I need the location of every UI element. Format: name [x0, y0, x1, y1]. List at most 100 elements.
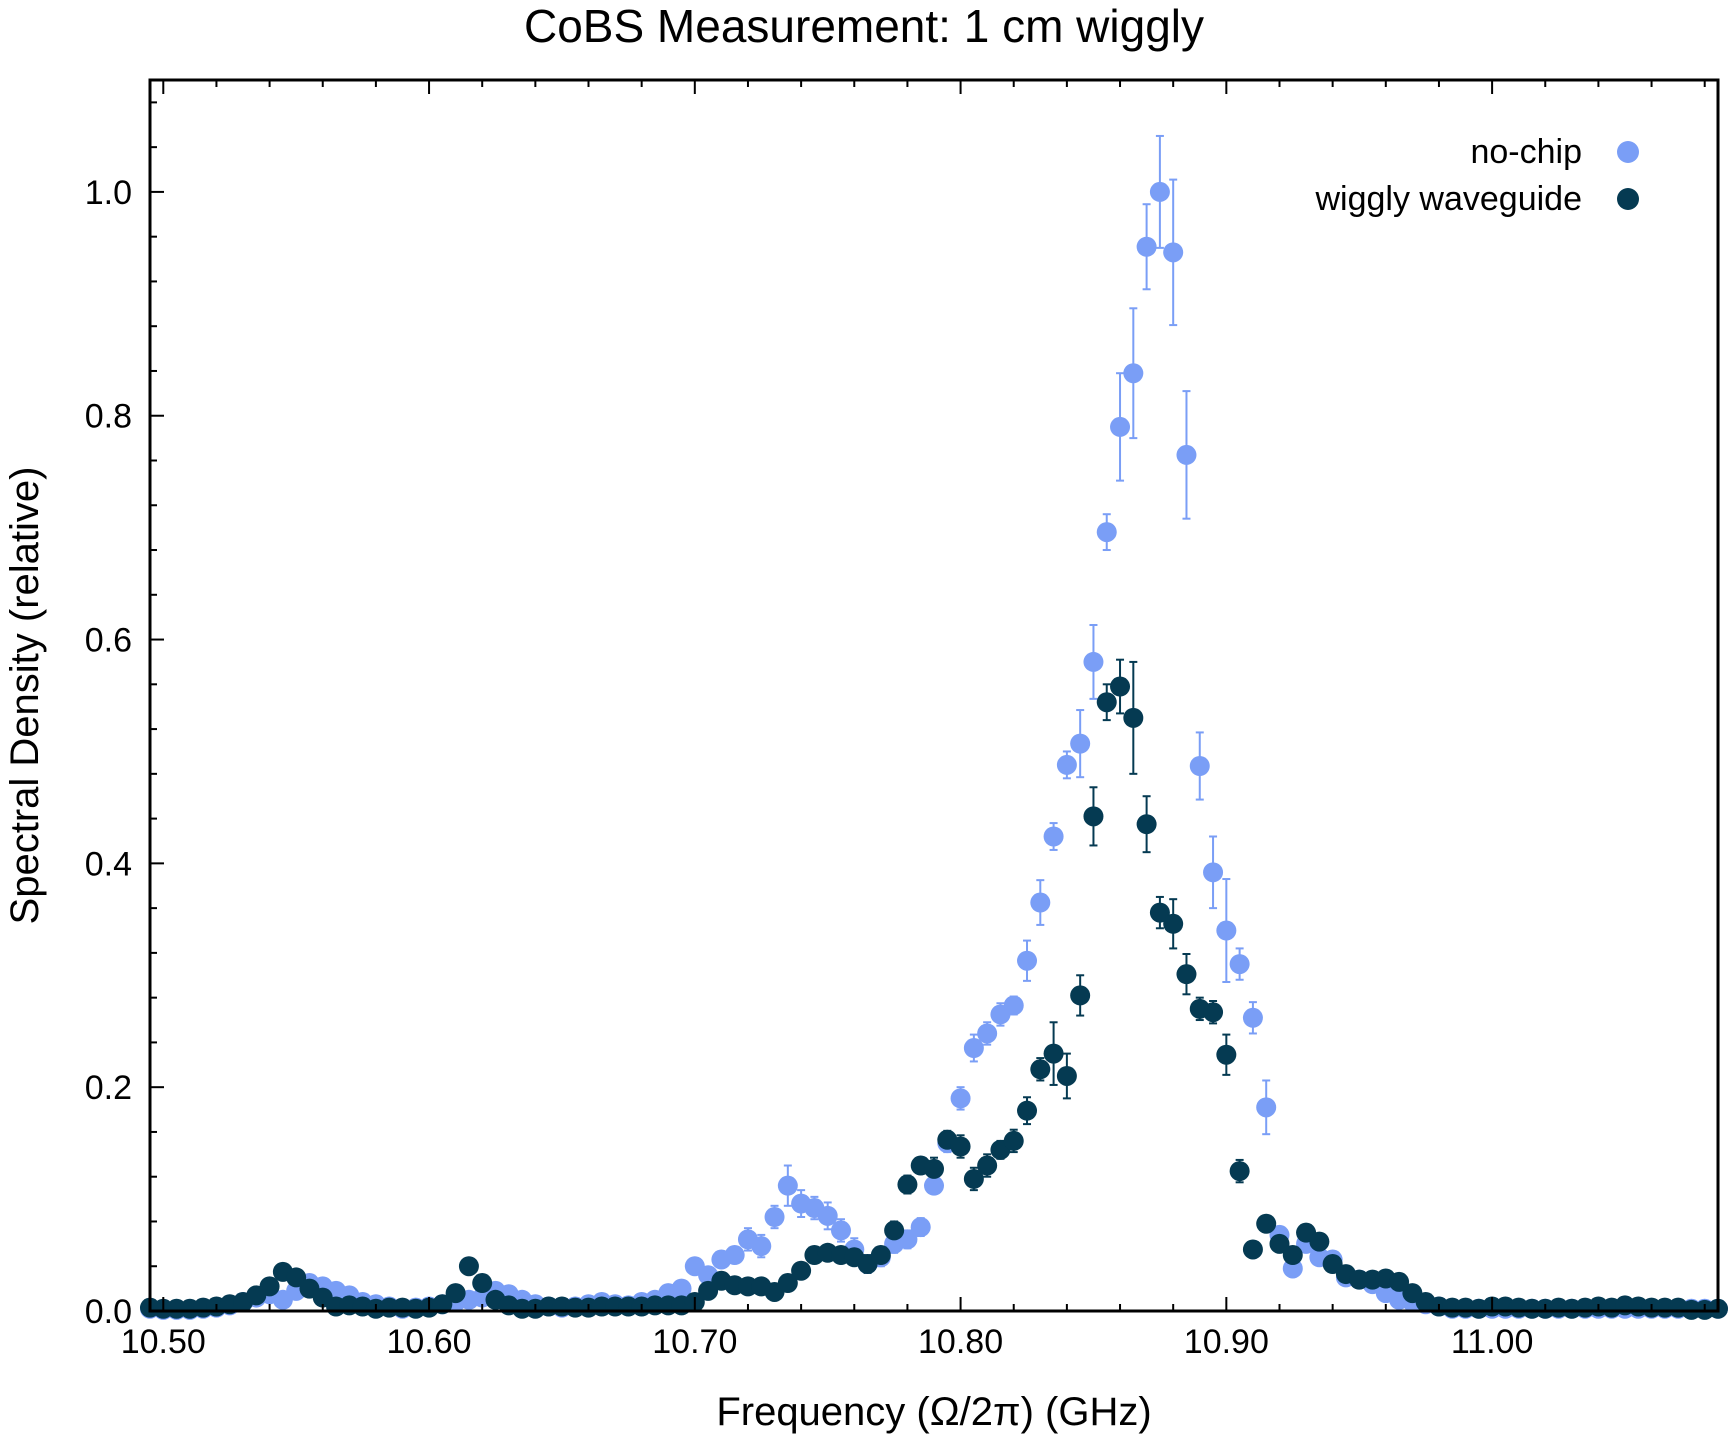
- point-0-78: [1176, 444, 1197, 465]
- point-1-83: [1242, 1239, 1263, 1260]
- point-0-65: [1003, 995, 1024, 1016]
- point-1-61: [950, 1136, 971, 1157]
- point-0-48: [777, 1175, 798, 1196]
- plot-frame: [148, 78, 1720, 1313]
- point-1-94: [1389, 1271, 1410, 1292]
- legend-marker: [1617, 141, 1639, 163]
- legend-label: wiggly waveguide: [1315, 180, 1583, 218]
- point-1-85: [1269, 1233, 1290, 1254]
- x-tick-label: 11.00: [1451, 1323, 1534, 1361]
- y-axis-label: Spectral Density (relative): [3, 467, 47, 925]
- x-axis-label: Frequency (Ω/2π) (GHz): [716, 1390, 1151, 1434]
- point-1-84: [1256, 1213, 1277, 1234]
- point-1-86: [1282, 1245, 1303, 1266]
- point-0-80: [1203, 862, 1224, 883]
- y-tick-label: 0.0: [85, 1293, 132, 1331]
- x-tick-label: 10.90: [1184, 1323, 1269, 1361]
- point-0-63: [977, 1023, 998, 1044]
- point-0-83: [1242, 1007, 1263, 1028]
- point-0-44: [724, 1245, 745, 1266]
- legend[interactable]: no-chip wiggly waveguide: [1315, 133, 1640, 218]
- point-0-71: [1083, 651, 1104, 672]
- point-1-74: [1123, 707, 1144, 728]
- point-0-62: [963, 1038, 984, 1059]
- point-1-23: [445, 1283, 466, 1304]
- point-1-78: [1176, 964, 1197, 985]
- point-1-22: [432, 1294, 453, 1315]
- point-0-73: [1110, 416, 1131, 437]
- point-0-52: [830, 1220, 851, 1241]
- point-1-73: [1110, 676, 1131, 697]
- point-0-74: [1123, 363, 1144, 384]
- point-0-77: [1163, 242, 1184, 263]
- point-0-84: [1256, 1097, 1277, 1118]
- point-1-49: [791, 1260, 812, 1281]
- point-1-69: [1056, 1065, 1077, 1086]
- point-1-9: [259, 1276, 280, 1297]
- point-0-59: [924, 1175, 944, 1196]
- point-0-40: [671, 1278, 692, 1299]
- legend-item-no-chip[interactable]: no-chip: [1470, 133, 1639, 171]
- point-1-88: [1309, 1231, 1330, 1252]
- point-0-76: [1149, 181, 1170, 202]
- series-wiggly-waveguide: [140, 676, 1728, 1320]
- point-1-11: [286, 1267, 307, 1288]
- y-tick-label: 0.2: [85, 1069, 132, 1107]
- point-1-82: [1229, 1161, 1250, 1182]
- point-1-71: [1083, 806, 1104, 827]
- point-0-47: [764, 1206, 785, 1227]
- point-0-46: [751, 1236, 772, 1257]
- point-1-56: [884, 1220, 905, 1241]
- legend-label: no-chip: [1470, 133, 1582, 171]
- y-tick-label: 0.4: [85, 845, 132, 883]
- point-1-80: [1203, 1002, 1224, 1023]
- point-1-24: [458, 1256, 479, 1277]
- point-1-57: [897, 1174, 918, 1195]
- x-tick-label: 10.60: [387, 1323, 472, 1361]
- point-1-65: [1003, 1130, 1024, 1151]
- x-tick-label: 10.50: [121, 1323, 206, 1361]
- point-1-72: [1096, 692, 1117, 713]
- point-1-62: [963, 1168, 984, 1189]
- point-0-51: [817, 1205, 838, 1226]
- point-1-70: [1070, 985, 1091, 1006]
- x-tick-label: 10.70: [652, 1323, 737, 1361]
- point-1-75: [1136, 814, 1157, 835]
- point-1-67: [1030, 1059, 1051, 1080]
- point-1-77: [1163, 913, 1184, 934]
- point-0-81: [1216, 920, 1237, 941]
- point-1-76: [1149, 902, 1170, 923]
- point-1-48: [777, 1273, 798, 1294]
- point-1-66: [1017, 1100, 1038, 1121]
- axis-ticks: [150, 80, 1706, 1312]
- point-1-55: [870, 1245, 891, 1266]
- y-tick-label: 0.6: [85, 622, 132, 660]
- point-0-79: [1189, 756, 1210, 777]
- point-0-66: [1017, 950, 1038, 971]
- y-tick-label: 1.0: [85, 174, 132, 212]
- legend-marker: [1617, 188, 1639, 210]
- point-1-68: [1043, 1043, 1064, 1064]
- point-0-75: [1136, 236, 1157, 257]
- point-1-59: [924, 1158, 944, 1179]
- data-points: [140, 181, 1728, 1320]
- point-0-68: [1043, 826, 1064, 847]
- axis-tick-labels: 10.50 10.60 10.70 10.80 10.90 11.00 0.0 0.2 0.4 0…: [85, 174, 1534, 1361]
- point-0-61: [950, 1088, 971, 1109]
- point-0-82: [1229, 954, 1250, 975]
- legend-item-wiggly-waveguide[interactable]: wiggly waveguide: [1315, 180, 1640, 218]
- point-1-25: [472, 1273, 493, 1294]
- point-0-70: [1070, 733, 1091, 754]
- point-0-58: [910, 1217, 931, 1238]
- point-0-69: [1056, 754, 1077, 775]
- error-bars: [743, 134, 1271, 1274]
- chart-title: CoBS Measurement: 1 cm wiggly: [524, 0, 1204, 52]
- point-1-63: [977, 1155, 998, 1176]
- point-0-72: [1096, 522, 1117, 543]
- point-0-67: [1030, 892, 1051, 913]
- x-tick-label: 10.80: [918, 1323, 1003, 1361]
- y-tick-label: 0.8: [85, 398, 132, 436]
- series-no-chip: [140, 181, 1728, 1320]
- point-1-81: [1216, 1044, 1237, 1065]
